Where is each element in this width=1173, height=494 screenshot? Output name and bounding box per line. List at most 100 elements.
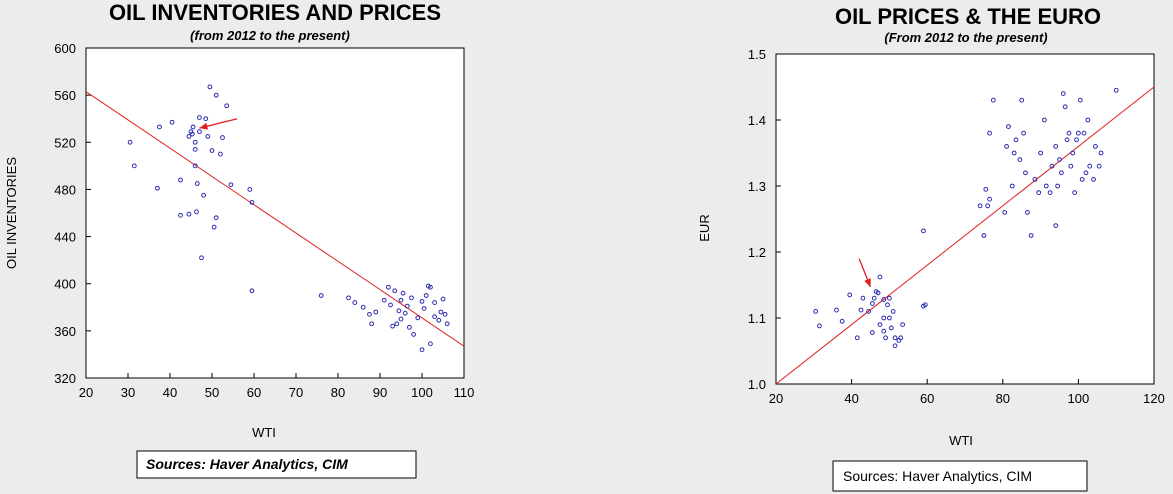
data-point <box>871 295 877 301</box>
data-point <box>892 335 898 341</box>
data-point <box>892 343 898 349</box>
data-point <box>887 295 892 301</box>
data-point <box>213 215 219 221</box>
data-point <box>1006 124 1011 129</box>
data-point <box>817 323 822 329</box>
y-tick-label: 560 <box>54 88 76 103</box>
data-point <box>885 302 890 308</box>
chart-title: OIL INVENTORIES AND PRICES <box>109 0 441 25</box>
data-point <box>898 335 904 341</box>
data-point <box>207 84 213 90</box>
x-tick-label: 90 <box>373 385 387 400</box>
data-point <box>1023 170 1028 176</box>
chart-subtitle: (from 2012 to the present) <box>190 28 350 43</box>
x-tick-label: 110 <box>454 385 475 400</box>
y-tick-label: 1.4 <box>748 113 766 128</box>
data-point <box>1004 144 1009 149</box>
y-tick-label: 600 <box>54 41 76 56</box>
x-tick-label: 20 <box>79 385 93 400</box>
data-point <box>869 301 875 306</box>
data-point <box>1009 183 1015 189</box>
data-point <box>194 181 200 186</box>
data-point <box>386 284 391 290</box>
y-tick-label: 360 <box>54 324 76 339</box>
data-point <box>392 288 398 294</box>
data-point <box>209 148 215 153</box>
data-point <box>373 309 379 315</box>
plot-area <box>85 47 465 379</box>
data-point <box>922 302 928 308</box>
data-point <box>1096 163 1102 169</box>
data-point <box>881 328 887 334</box>
data-point <box>409 295 414 301</box>
data-point <box>990 97 996 103</box>
data-point <box>203 116 209 122</box>
data-point <box>1062 104 1068 110</box>
data-point <box>1002 210 1008 215</box>
chart-right-svg: OIL PRICES & THE EURO (From 2012 to the … <box>697 4 1165 492</box>
data-point <box>192 139 198 145</box>
data-point <box>1049 163 1055 169</box>
source-box <box>832 460 1088 492</box>
data-point <box>201 192 207 198</box>
y-tick-label: 1.2 <box>748 245 766 260</box>
data-point <box>220 135 225 140</box>
chart-oil-inventories: OIL INVENTORIES AND PRICES (from 2012 to… <box>0 0 586 494</box>
data-point <box>188 129 194 135</box>
data-point <box>197 129 202 135</box>
data-point <box>1087 163 1093 169</box>
data-point <box>419 298 425 304</box>
data-point <box>1032 177 1038 182</box>
data-point <box>415 315 421 321</box>
data-point <box>438 309 444 315</box>
x-tick-label: 60 <box>247 385 261 400</box>
x-tick-label: 30 <box>121 385 135 400</box>
y-tick-label: 480 <box>54 182 76 197</box>
data-point <box>866 309 872 314</box>
x-axis-label: WTI <box>949 433 973 448</box>
data-point <box>178 177 183 183</box>
data-point <box>423 293 429 298</box>
data-point <box>1060 91 1066 96</box>
data-point <box>211 224 217 230</box>
y-tick-label: 1.5 <box>748 47 766 62</box>
data-point <box>440 296 446 302</box>
data-point <box>887 315 892 321</box>
y-tick-label: 1.1 <box>748 311 766 326</box>
data-point <box>197 115 202 120</box>
data-point <box>444 321 450 327</box>
y-tick-label: 520 <box>54 135 76 150</box>
data-point <box>346 295 351 301</box>
data-point <box>398 316 404 322</box>
data-point <box>1028 233 1034 238</box>
data-point <box>352 300 358 305</box>
data-point <box>169 119 175 125</box>
data-point <box>1038 150 1044 156</box>
data-point <box>411 331 417 337</box>
data-point <box>360 304 366 310</box>
data-point <box>398 297 404 303</box>
data-point <box>1068 163 1074 169</box>
data-point <box>127 139 133 145</box>
data-point <box>224 103 230 109</box>
data-point <box>1098 150 1104 156</box>
data-point <box>1057 157 1062 163</box>
chart-title: OIL PRICES & THE EURO <box>835 4 1101 29</box>
x-tick-label: 80 <box>331 385 345 400</box>
data-point <box>860 295 866 301</box>
data-point <box>199 255 204 261</box>
data-point <box>834 307 839 313</box>
data-point <box>1058 170 1064 176</box>
y-tick-label: 1.3 <box>748 179 766 194</box>
data-point <box>194 209 199 215</box>
data-point <box>1017 157 1023 163</box>
data-point <box>428 341 433 347</box>
x-tick-label: 60 <box>920 391 934 406</box>
data-point <box>381 297 387 303</box>
data-point <box>1091 177 1096 182</box>
chart-subtitle: (From 2012 to the present) <box>884 30 1047 45</box>
data-point <box>890 309 896 314</box>
data-point <box>369 321 375 327</box>
regression-line <box>776 86 1154 384</box>
data-point <box>1064 137 1070 143</box>
